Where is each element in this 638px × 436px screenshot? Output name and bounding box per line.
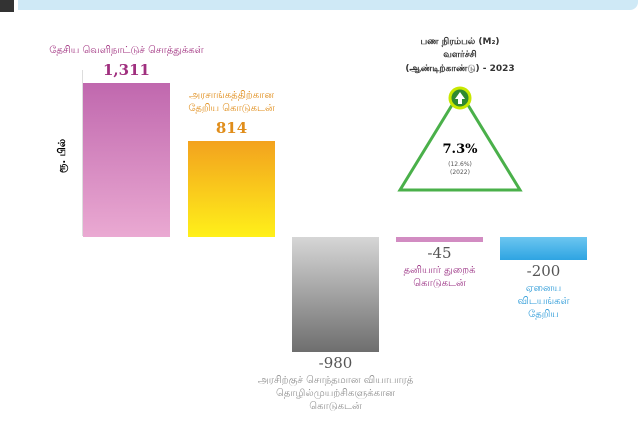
category-label: தனியார் துறைக் கொடுகடன் [403, 265, 476, 290]
annotation-year: (2022) [450, 169, 470, 176]
category-label: ஏனைய விடயங்கள் தேறிய [517, 283, 570, 321]
value-label: -45 [427, 244, 452, 263]
value-label: 1,311 [103, 61, 150, 80]
annotation-title: வளர்ச்சி [443, 49, 476, 60]
category-label: அரசிற்குச் சொந்தமான வியாபாரத் தொழில்முயற… [257, 375, 414, 412]
annotation-value: 7.3% [443, 142, 479, 157]
section-marker [0, 0, 14, 12]
triangle [397, 89, 523, 192]
bar [500, 237, 587, 261]
annotation-title: பண நிரம்பல் (M₂) [420, 36, 499, 47]
bar [292, 237, 379, 352]
value-label: -980 [318, 354, 353, 372]
annotation: பண நிரம்பல் (M₂) வளர்ச்சி (ஆண்டிற்காண்டு… [397, 36, 523, 192]
category-label: அரசாங்கத்திற்கான தேறிய கொடுகடன் [188, 90, 275, 115]
value-label: 814 [215, 119, 248, 138]
y-axis-label: ரூ. பில் [57, 138, 68, 174]
value-label: -200 [526, 262, 561, 281]
bar [396, 237, 483, 243]
bar [83, 83, 170, 237]
header-band [18, 0, 638, 10]
annotation-previous: (12.6%) [448, 161, 472, 168]
axis-line [82, 70, 83, 236]
arrow [455, 92, 465, 104]
category-label: தேசிய வெளிநாட்டுச் சொத்துக்கள் [49, 45, 204, 57]
bar [188, 141, 275, 237]
annotation-title: (ஆண்டிற்காண்டு) - 2023 [405, 64, 514, 74]
